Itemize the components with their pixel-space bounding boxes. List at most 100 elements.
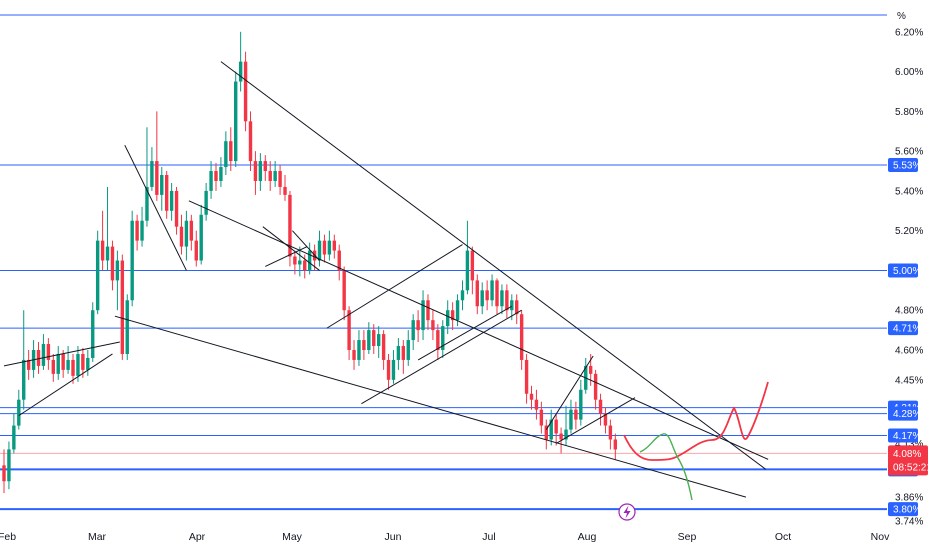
level-badge-label: 4.28%	[893, 409, 921, 420]
candle-body	[105, 246, 110, 261]
level-badge[interactable]: 5.53%	[888, 158, 921, 173]
price-axis[interactable]: 6.20% 6.00% 5.80% 5.60% 5.40% 5.20% 4.80% 4.60%…	[888, 27, 932, 528]
candle	[71, 353, 75, 384]
candle-body	[214, 171, 218, 181]
trendline-flag-4-upper[interactable]	[545, 355, 594, 430]
candle	[554, 413, 558, 446]
candle	[465, 220, 470, 295]
countdown-label: 08:52:21	[893, 462, 932, 473]
candle	[470, 246, 475, 295]
candle-body	[411, 320, 415, 341]
candle-body	[234, 81, 238, 162]
current-price-badge[interactable]: 4.08% 08:52:21	[888, 445, 932, 476]
candle-body	[322, 240, 327, 255]
candle-body	[71, 359, 75, 376]
time-tick-label: Nov	[871, 531, 890, 543]
candle-body	[446, 310, 450, 327]
candle	[46, 338, 51, 370]
candlesticks	[2, 31, 618, 494]
trendline-flag-2c[interactable]	[292, 230, 320, 261]
level-badge[interactable]: 5.00%	[888, 263, 921, 278]
candle-body	[529, 393, 534, 400]
candle	[500, 284, 504, 315]
candle-body	[303, 260, 307, 271]
candle-body	[539, 409, 544, 426]
candle-body	[554, 419, 558, 434]
price-tick-label: 4.13%	[895, 439, 923, 450]
candle	[179, 214, 184, 255]
candle-body	[229, 141, 233, 162]
candle	[125, 294, 129, 360]
trendline-flag-4-lower[interactable]	[555, 397, 636, 444]
trendline-channel-lower[interactable]	[114, 315, 747, 498]
time-tick-label: Mar	[88, 531, 107, 543]
candle-body	[386, 359, 391, 380]
candle	[278, 165, 282, 195]
candle-body	[431, 320, 435, 331]
level-badge[interactable]: 4.28%	[888, 406, 921, 421]
candle	[381, 330, 386, 370]
trendline-feb-wedge-upper[interactable]	[3, 341, 120, 367]
level-badge-bg	[888, 428, 918, 443]
candle	[357, 330, 361, 366]
candle-body	[564, 429, 568, 440]
candle	[95, 230, 100, 315]
time-axis[interactable]: Feb Mar Apr May Jun Jul Aug Sep Oct Nov	[0, 531, 890, 543]
candle	[574, 401, 578, 430]
candle	[544, 419, 548, 450]
trendline-flag-3-mid[interactable]	[417, 305, 513, 361]
candle-body	[362, 340, 366, 350]
event-marker[interactable]	[618, 503, 636, 521]
trendline-flag-2[interactable]	[262, 226, 320, 271]
candle-body	[209, 171, 213, 191]
level-badge[interactable]: 3.80%	[888, 502, 921, 517]
candle	[391, 350, 396, 384]
candle-body	[125, 300, 129, 354]
candle	[130, 210, 134, 307]
candle-body	[549, 419, 553, 440]
level-badge-bg	[888, 502, 918, 517]
candle-body	[184, 220, 189, 247]
horizontal-levels[interactable]	[0, 164, 887, 511]
candle	[396, 338, 401, 370]
candle	[268, 161, 272, 191]
candle	[115, 250, 120, 311]
price-tick-label: 4.80%	[895, 306, 923, 317]
level-badge[interactable]: 4.71%	[888, 321, 921, 336]
candle-body	[248, 121, 253, 162]
candle	[273, 161, 277, 187]
trendline-flag-3-lower[interactable]	[361, 309, 522, 405]
candle-body	[515, 300, 519, 315]
candle-body	[174, 190, 179, 227]
candle-body	[347, 310, 351, 350]
candle-body	[367, 330, 371, 350]
candle-body	[288, 194, 292, 257]
candle-body	[2, 465, 6, 482]
candle-body	[130, 220, 134, 301]
candle-body	[579, 389, 583, 420]
candle-body	[436, 330, 440, 350]
candle	[569, 399, 573, 434]
trendline-flag-3-upper[interactable]	[326, 244, 463, 329]
price-tick-label: 4.45%	[895, 375, 923, 386]
price-tick-label: 3.74%	[895, 517, 923, 528]
trendline-feb-wedge-lower[interactable]	[18, 353, 113, 417]
price-tick-label: 5.40%	[895, 186, 923, 197]
candle	[564, 405, 568, 446]
candle	[135, 214, 139, 251]
level-badge[interactable]: 4.17%	[888, 428, 921, 443]
candle-body	[224, 141, 228, 168]
candle	[603, 407, 608, 434]
candle-body	[22, 359, 26, 400]
trendlines[interactable]	[3, 61, 769, 498]
trendline-flag-1[interactable]	[124, 144, 187, 271]
candle	[332, 234, 337, 259]
level-badge-bg	[888, 263, 918, 278]
candle-body	[110, 246, 115, 281]
candle	[529, 385, 534, 410]
trendline-channel-upper[interactable]	[220, 61, 766, 470]
candle-body	[258, 161, 263, 181]
trendline-flag-2b[interactable]	[265, 246, 308, 267]
candle	[441, 320, 445, 358]
